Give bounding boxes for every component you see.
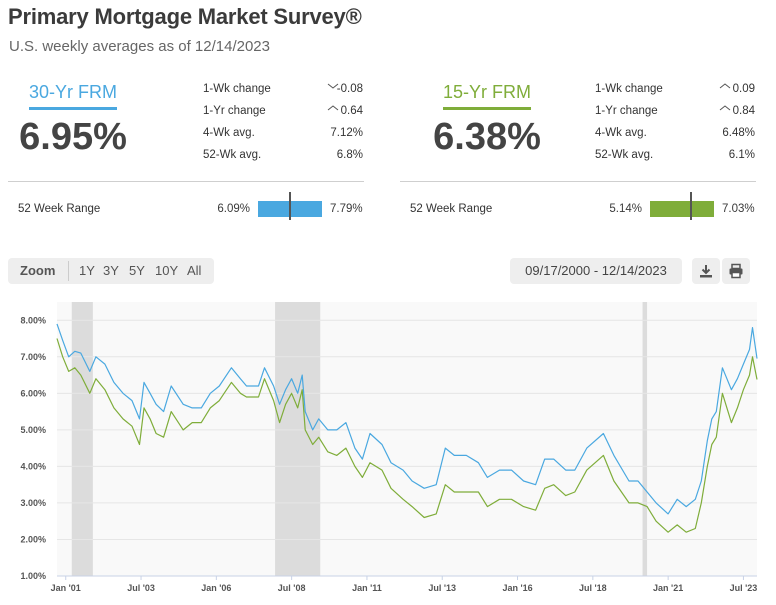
toolbar-separator	[68, 261, 69, 281]
download-icon	[700, 265, 712, 278]
divider	[400, 181, 756, 182]
series-15yr-line	[56, 338, 758, 533]
y-tick-label: 8.00%	[20, 315, 46, 325]
chevron-down-icon	[327, 83, 339, 89]
frm15-stat-yr-change: 1-Yr change 0.84	[595, 105, 755, 117]
frm15-stat-4wk-avg: 4-Wk avg. 6.48%	[595, 127, 755, 139]
frm15-range-high: 7.03%	[722, 203, 755, 215]
printer-icon	[729, 263, 743, 279]
zoom-all-button[interactable]: All	[187, 263, 202, 278]
frm15-label: 15-Yr FRM	[422, 82, 552, 110]
x-tick-label: Jul '18	[579, 583, 607, 593]
frm15-range-low: 5.14%	[609, 203, 642, 215]
chevron-up-icon	[719, 105, 731, 111]
x-tick-label: Jul '03	[127, 583, 155, 593]
frm30-stat-52wk-avg: 52-Wk avg. 6.8%	[203, 149, 363, 161]
x-tick-label: Jan '16	[502, 583, 532, 593]
rate-history-chart: 1.00% 2.00% 3.00% 4.00% 5.00% 6.00% 7.00% 8.00%…	[20, 302, 758, 593]
frm15-range-marker	[690, 192, 692, 220]
date-range-picker[interactable]: 09/17/2000 - 12/14/2023	[510, 258, 682, 284]
x-tick-label: Jul '23	[730, 583, 758, 593]
x-tick-label: Jan '06	[201, 583, 231, 593]
print-button[interactable]	[722, 258, 750, 284]
y-tick-label: 3.00%	[20, 498, 46, 508]
frm30-stat-4wk-avg: 4-Wk avg. 7.12%	[203, 127, 363, 139]
zoom-toolbar: Zoom 1Y 3Y 5Y 10Y All	[8, 258, 214, 284]
x-tick-label: Jul '13	[428, 583, 456, 593]
frm30-stat-wk-change: 1-Wk change -0.08	[203, 83, 363, 95]
plot-background	[57, 302, 757, 576]
zoom-5y-button[interactable]: 5Y	[129, 263, 145, 278]
x-tick-label: Jul '08	[278, 583, 306, 593]
frm30-range-high: 7.79%	[330, 203, 363, 215]
y-tick-label: 6.00%	[20, 388, 46, 398]
zoom-label: Zoom	[20, 263, 56, 278]
zoom-10y-button[interactable]: 10Y	[155, 263, 179, 278]
frm15-panel: 15-Yr FRM 6.38% 1-Wk change 0.09 1-Yr ch…	[400, 74, 768, 230]
recession-shade	[71, 302, 93, 576]
chevron-up-icon	[327, 105, 339, 111]
x-tick-label: Jan '21	[653, 583, 683, 593]
x-tick-label: Jan '11	[352, 583, 382, 593]
frm30-range-marker	[289, 192, 291, 220]
recession-shade	[275, 302, 321, 576]
page-title: Primary Mortgage Market Survey®	[8, 4, 362, 29]
zoom-3y-button[interactable]: 3Y	[103, 263, 119, 278]
frm30-panel: 30-Yr FRM 6.95% 1-Wk change -0.08 1-Yr c…	[8, 74, 376, 230]
y-tick-label: 2.00%	[20, 534, 46, 544]
frm15-stat-wk-change: 1-Wk change 0.09	[595, 83, 755, 95]
y-tick-label: 5.00%	[20, 425, 46, 435]
frm30-label: 30-Yr FRM	[8, 82, 138, 110]
y-tick-label: 4.00%	[20, 461, 46, 471]
frm15-range-bar	[650, 201, 714, 217]
frm15-stat-52wk-avg: 52-Wk avg. 6.1%	[595, 149, 755, 161]
frm30-rate: 6.95%	[19, 116, 127, 158]
download-button[interactable]	[692, 258, 720, 284]
x-tick-label: Jan '01	[51, 583, 81, 593]
frm30-range-label: 52 Week Range	[18, 203, 101, 215]
frm30-stats: 1-Wk change -0.08 1-Yr change 0.64 4-Wk …	[203, 80, 363, 168]
recession-shade	[642, 302, 648, 576]
frm15-stats: 1-Wk change 0.09 1-Yr change 0.84 4-Wk a…	[595, 80, 755, 168]
series-30yr-line	[56, 323, 758, 515]
frm15-rate: 6.38%	[433, 116, 541, 158]
page-subtitle: U.S. weekly averages as of 12/14/2023	[9, 38, 270, 55]
y-tick-label: 1.00%	[20, 571, 46, 581]
zoom-1y-button[interactable]: 1Y	[79, 263, 95, 278]
divider	[8, 181, 364, 182]
frm30-range-low: 6.09%	[217, 203, 250, 215]
frm15-range-label: 52 Week Range	[410, 203, 493, 215]
y-tick-label: 7.00%	[20, 352, 46, 362]
chevron-up-icon	[719, 83, 731, 89]
frm30-stat-yr-change: 1-Yr change 0.64	[203, 105, 363, 117]
